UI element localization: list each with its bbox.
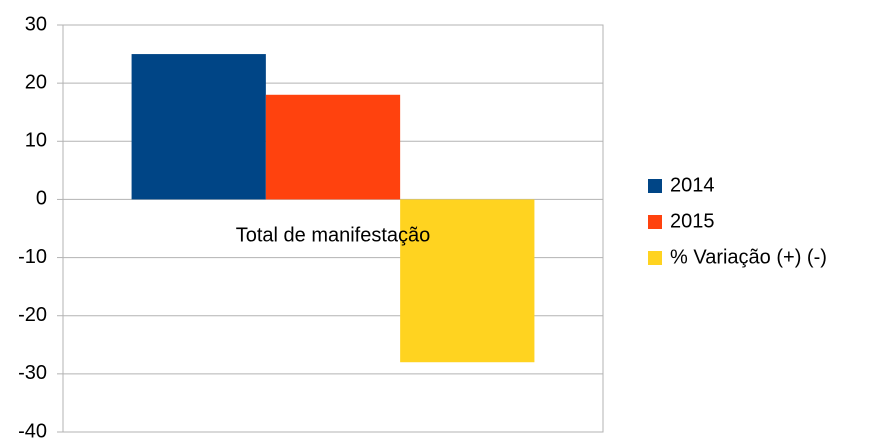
y-tick-label: 30 (25, 13, 47, 35)
x-tick-label: Total de manifestação (236, 225, 431, 247)
legend-label: 2015 (670, 210, 715, 232)
legend-label: % Variação (+) (-) (670, 246, 827, 268)
legend-swatch (648, 179, 662, 193)
bar (400, 199, 535, 363)
y-tick-label: 20 (25, 71, 47, 93)
bar (265, 94, 401, 200)
y-tick-label: -10 (18, 246, 47, 268)
y-tick-label: -30 (18, 362, 47, 384)
legend-label: 2014 (670, 174, 715, 196)
y-tick-label: -40 (18, 420, 47, 439)
legend-swatch (648, 215, 662, 229)
plot-border (62, 24, 604, 433)
y-tick-label: 10 (25, 130, 47, 152)
y-tick-label: -20 (18, 304, 47, 326)
y-tick-label: 0 (36, 188, 47, 210)
legend-swatch (648, 251, 662, 265)
bar (131, 54, 266, 200)
